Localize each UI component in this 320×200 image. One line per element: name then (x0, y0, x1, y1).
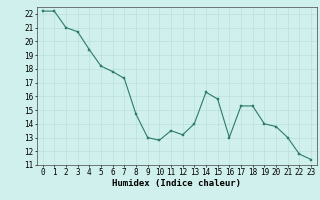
X-axis label: Humidex (Indice chaleur): Humidex (Indice chaleur) (112, 179, 241, 188)
